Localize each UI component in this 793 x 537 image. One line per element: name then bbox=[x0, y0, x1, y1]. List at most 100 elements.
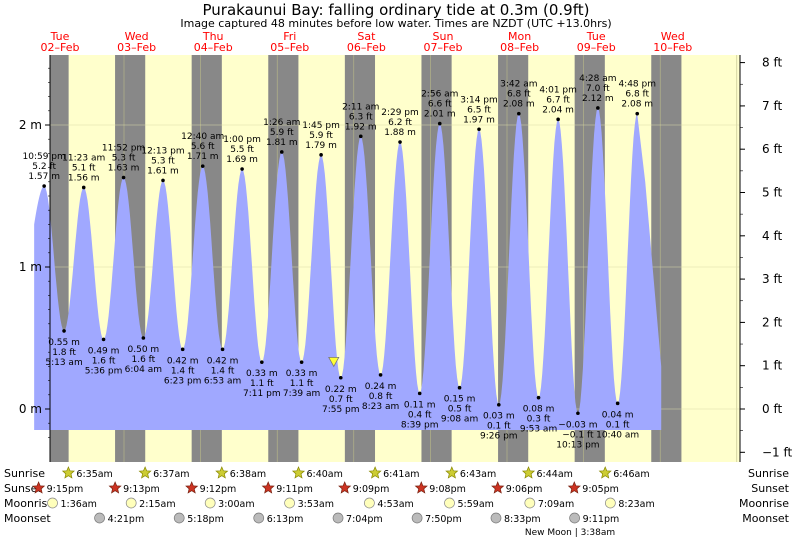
moonrise-icon bbox=[204, 497, 216, 509]
moonset-icon bbox=[253, 512, 265, 524]
moonrise-icon bbox=[605, 497, 616, 509]
tide-time: 6:53 am bbox=[204, 376, 241, 386]
tide-time: 12:40 am bbox=[181, 132, 224, 142]
tide-feet: 1.6 ft bbox=[132, 355, 156, 365]
high-tide-label: 12:13 pm5.3 ft1.61 m bbox=[141, 146, 185, 183]
moonset-icon bbox=[569, 512, 580, 524]
sunrise-time: 6:38am bbox=[230, 469, 266, 480]
sunrise-time: 6:37am bbox=[153, 469, 189, 480]
sunrise-time: 6:40am bbox=[306, 469, 342, 480]
tide-meters: 0.15 m bbox=[444, 395, 476, 405]
chart-subtitle: Image captured 48 minutes before low wat… bbox=[180, 17, 611, 30]
tide-time: 7:55 pm bbox=[322, 405, 360, 415]
moonset-time: 7:50pm bbox=[425, 514, 462, 525]
low-tide-label: 0.42 m1.4 ft6:53 am bbox=[204, 347, 241, 386]
right-tick-label: 6 ft bbox=[762, 142, 782, 156]
tide-time: 8:23 am bbox=[362, 402, 399, 412]
sunset-icon bbox=[32, 481, 46, 494]
tide-point bbox=[635, 111, 640, 116]
new-moon-label: New Moon | 3:38am bbox=[525, 528, 615, 537]
tide-meters: 0.55 m bbox=[48, 338, 80, 348]
low-tide-label: 0.55 m1.8 ft5:13 am bbox=[45, 329, 83, 368]
tide-point bbox=[338, 375, 343, 380]
tide-point bbox=[596, 106, 600, 110]
sunset-time: 9:11pm bbox=[276, 484, 313, 495]
tide-time: 1:45 pm bbox=[302, 121, 340, 131]
moonrise-icon bbox=[524, 497, 536, 509]
day-of-week: Mon bbox=[508, 30, 531, 43]
moonset-icon bbox=[94, 512, 105, 524]
left-tick-label: 1 m bbox=[19, 260, 42, 274]
moonset-icon bbox=[332, 512, 344, 524]
tide-time: 2:29 pm bbox=[381, 108, 419, 118]
tide-time: 3:42 am bbox=[500, 80, 537, 90]
sunset-icon bbox=[185, 481, 199, 494]
sunrise-time: 6:43am bbox=[460, 469, 496, 480]
day-date: 07–Feb bbox=[424, 41, 463, 54]
tide-feet: 5.1 ft bbox=[72, 163, 96, 173]
tide-point bbox=[260, 360, 264, 364]
moonset-time: 5:18pm bbox=[187, 514, 224, 525]
tide-time: 11:23 am bbox=[62, 153, 105, 163]
tide-point bbox=[101, 337, 106, 342]
tide-point bbox=[358, 134, 363, 139]
moonset-time: 4:21pm bbox=[108, 514, 145, 525]
low-tide-label: 0.24 m0.8 ft8:23 am bbox=[362, 373, 399, 412]
high-tide-label: 2:29 pm6.2 ft1.88 m bbox=[381, 108, 419, 144]
low-tide-label: 0.33 m1.1 ft7:39 am bbox=[283, 360, 320, 399]
sunset-icon bbox=[491, 481, 505, 494]
tide-point bbox=[42, 184, 46, 188]
tide-time: 6:23 pm bbox=[164, 376, 202, 386]
moonrise-time: 5:59am bbox=[457, 499, 493, 510]
tide-feet: 6.3 ft bbox=[349, 112, 373, 122]
tide-feet: 5.3 ft bbox=[151, 156, 175, 166]
tide-point bbox=[576, 411, 580, 416]
sunset-row-label-right: Sunset bbox=[751, 482, 789, 495]
tide-meters: 1.79 m bbox=[305, 141, 337, 151]
day-date: 04–Feb bbox=[194, 41, 233, 54]
tide-meters: 0.42 m bbox=[207, 356, 239, 366]
high-tide-label: 1:26 am5.9 ft1.81 m bbox=[263, 118, 300, 154]
moonset-icon bbox=[490, 512, 502, 524]
tide-labels: 10:59 pm5.2 ft1.57 m 0.55 m1.8 ft5:13 am 1… bbox=[23, 74, 656, 450]
sunset-row-label: Sunset bbox=[4, 482, 42, 495]
moonset-icon bbox=[173, 512, 185, 524]
sunrise-icon bbox=[291, 466, 306, 479]
tide-time: 1:26 am bbox=[263, 118, 300, 128]
high-tide-label: 12:40 am5.6 ft1.71 m bbox=[181, 132, 224, 168]
moonrise-time: 3:53am bbox=[298, 499, 334, 510]
right-tick-label: 1 ft bbox=[762, 359, 782, 373]
high-tide-label: 10:59 pm5.2 ft1.57 m bbox=[23, 152, 66, 188]
moonrise-time: 7:09am bbox=[538, 499, 574, 510]
sunrise-icon bbox=[215, 466, 229, 479]
day-of-week: Tue bbox=[586, 30, 606, 43]
moonrise-time: 4:53am bbox=[377, 499, 413, 510]
tide-meters: 2.01 m bbox=[424, 110, 456, 120]
tide-meters: 0.33 m bbox=[286, 369, 318, 379]
tide-feet: 1.4 ft bbox=[171, 366, 195, 376]
tide-time: 10:13 pm bbox=[556, 440, 599, 450]
tide-time: 5:13 am bbox=[45, 358, 82, 368]
moonrise-icon bbox=[284, 497, 295, 509]
tide-time: 1:00 pm bbox=[223, 135, 261, 145]
high-tide-label: 3:14 pm6.5 ft1.97 m bbox=[460, 95, 498, 132]
tide-meters: 1.63 m bbox=[108, 164, 140, 174]
tide-meters: 2.04 m bbox=[542, 105, 574, 115]
tide-point bbox=[180, 347, 185, 352]
sunrise-row-label-right: Sunrise bbox=[748, 467, 789, 480]
tide-feet: 1.4 ft bbox=[211, 366, 235, 376]
right-tick-label: 8 ft bbox=[762, 56, 782, 70]
tide-meters: 0.24 m bbox=[365, 382, 397, 392]
tide-meters: 0.04 m bbox=[602, 410, 634, 420]
moonrise-icon bbox=[444, 497, 455, 509]
tide-meters: 1.92 m bbox=[345, 122, 377, 132]
day-date: 09–Feb bbox=[577, 41, 616, 54]
moonset-time: 6:13pm bbox=[267, 514, 304, 525]
sunrise-icon bbox=[368, 466, 382, 479]
moonrise-time: 2:15am bbox=[139, 499, 175, 510]
sunset-time: 9:06pm bbox=[506, 484, 543, 495]
low-tide-label: 0.11 m0.4 ft8:39 pm bbox=[401, 391, 438, 430]
tide-point bbox=[161, 178, 165, 183]
high-tide-label: 1:00 pm5.5 ft1.69 m bbox=[223, 135, 261, 171]
